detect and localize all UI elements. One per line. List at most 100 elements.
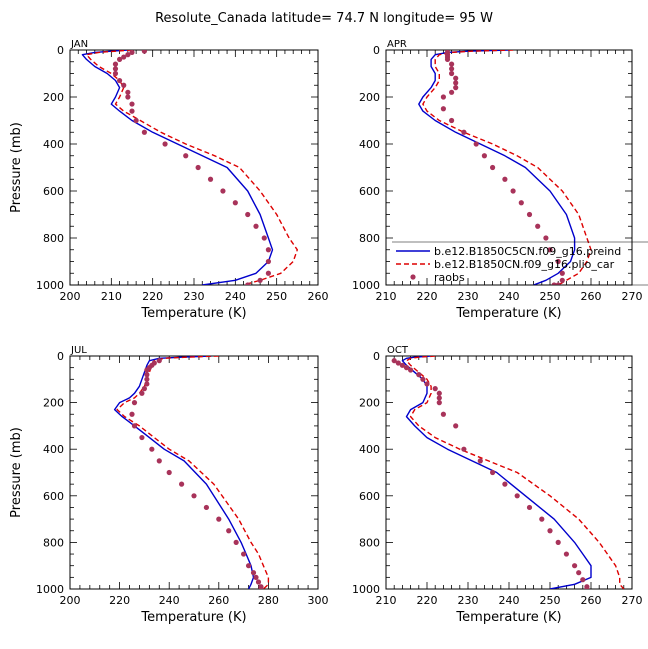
raobs-point	[129, 411, 135, 417]
x-tick-label: 240	[225, 290, 246, 303]
y-tick-label: 800	[43, 232, 64, 245]
raobs-point	[514, 493, 520, 499]
raobs-point	[449, 70, 455, 77]
raobs-point	[444, 56, 451, 63]
x-tick-label: 250	[266, 290, 287, 303]
raobs-point	[502, 481, 508, 487]
raobs-point	[131, 400, 138, 406]
raobs-point	[117, 56, 123, 63]
y-tick-label: 200	[359, 91, 380, 104]
x-tick-label: 220	[417, 594, 438, 607]
raobs-point	[563, 551, 570, 557]
y-axis-label: Pressure (mb)	[9, 122, 24, 213]
raobs-point	[265, 258, 271, 265]
raobs-point	[144, 381, 150, 387]
raobs-point	[183, 153, 189, 159]
series-raobs	[440, 50, 565, 285]
raobs-point	[125, 89, 131, 95]
panel-title: OCT	[387, 345, 409, 356]
raobs-point	[449, 66, 455, 72]
raobs-point	[399, 362, 405, 368]
raobs-point	[449, 61, 455, 67]
raobs-point	[139, 390, 145, 396]
y-tick-label: 1000	[36, 583, 64, 596]
x-tick-label: 260	[581, 290, 602, 303]
raobs-point	[144, 367, 150, 373]
y-tick-label: 1000	[36, 279, 64, 292]
x-tick-label: 200	[60, 290, 81, 303]
x-tick-label: 260	[208, 594, 229, 607]
panels: JAN 200 210 220 230 240 250 260 0 200 400 600 800 100…	[9, 39, 643, 625]
y-tick-label: 1000	[352, 583, 380, 596]
raobs-point	[195, 164, 201, 171]
plot-frame	[69, 49, 319, 286]
raobs-point	[207, 176, 214, 182]
raobs-point	[121, 82, 127, 88]
raobs-point	[232, 200, 238, 206]
raobs-point	[156, 358, 162, 364]
raobs-point	[265, 247, 271, 253]
series-line-preind	[401, 356, 592, 589]
raobs-point	[559, 270, 565, 276]
x-tick-label: 250	[540, 290, 561, 303]
raobs-point	[453, 423, 459, 429]
raobs-point	[518, 200, 524, 206]
raobs-point	[133, 117, 139, 124]
series-line-plio	[422, 50, 592, 285]
raobs-point	[559, 277, 565, 283]
raobs-point	[220, 188, 226, 194]
raobs-point	[436, 395, 442, 401]
legend-label: b.e12.B1850C5CN.f09_g16.preind	[434, 245, 621, 258]
raobs-point	[179, 481, 185, 487]
raobs-point	[453, 75, 459, 81]
raobs-point	[250, 570, 257, 576]
series-line-plio	[405, 356, 625, 589]
panel-title: JUL	[70, 345, 87, 356]
panel-jul: JUL 200 220 240 260 280 300 0 200 400 600 800 1000 Te…	[9, 345, 329, 625]
raobs-point	[526, 504, 533, 511]
raobs-point	[477, 458, 483, 464]
raobs-point	[112, 70, 119, 77]
raobs-point	[539, 516, 545, 522]
figure-title: Resolute_Canada latitude= 74.7 N longitu…	[155, 11, 493, 26]
raobs-point	[576, 570, 582, 576]
raobs-point	[216, 516, 222, 522]
panel-apr: APR 210 220 230 240 250 260 270 0 200 400 600 800 100…	[352, 39, 643, 321]
panel-title: JAN	[70, 39, 88, 50]
raobs-point	[436, 390, 442, 396]
series-line-preind	[81, 50, 274, 285]
raobs-point	[191, 493, 197, 499]
series-raobs	[391, 358, 590, 589]
y-tick-label: 600	[43, 490, 64, 503]
x-axis-label: Temperature (K)	[140, 610, 246, 625]
raobs-point	[203, 504, 209, 511]
y-tick-label: 200	[359, 397, 380, 410]
raobs-point	[490, 164, 496, 171]
panel-oct: OCT 210 220 230 240 250 260 270 0 200 400 600 800 100…	[352, 345, 643, 625]
raobs-point	[226, 528, 232, 534]
series-line-preind	[418, 50, 576, 285]
raobs-point	[129, 50, 135, 55]
raobs-point	[547, 528, 553, 534]
x-tick-label: 220	[109, 594, 130, 607]
raobs-point	[453, 85, 459, 91]
y-tick-label: 800	[359, 536, 380, 549]
raobs-point	[555, 539, 561, 546]
x-tick-label: 210	[376, 594, 397, 607]
raobs-point	[241, 551, 247, 557]
x-tick-label: 270	[622, 594, 643, 607]
plot-frame	[69, 355, 319, 590]
raobs-point	[416, 372, 422, 378]
raobs-point	[440, 94, 446, 100]
raobs-point	[245, 211, 251, 218]
panel-title: APR	[387, 39, 407, 50]
raobs-point	[112, 61, 119, 67]
raobs-point	[141, 386, 147, 392]
raobs-point	[424, 381, 430, 387]
raobs-point	[261, 235, 267, 241]
y-tick-label: 200	[43, 397, 64, 410]
x-axis-label: Temperature (K)	[455, 306, 561, 321]
x-axis-label: Temperature (K)	[455, 610, 561, 625]
y-tick-label: 0	[373, 350, 380, 363]
